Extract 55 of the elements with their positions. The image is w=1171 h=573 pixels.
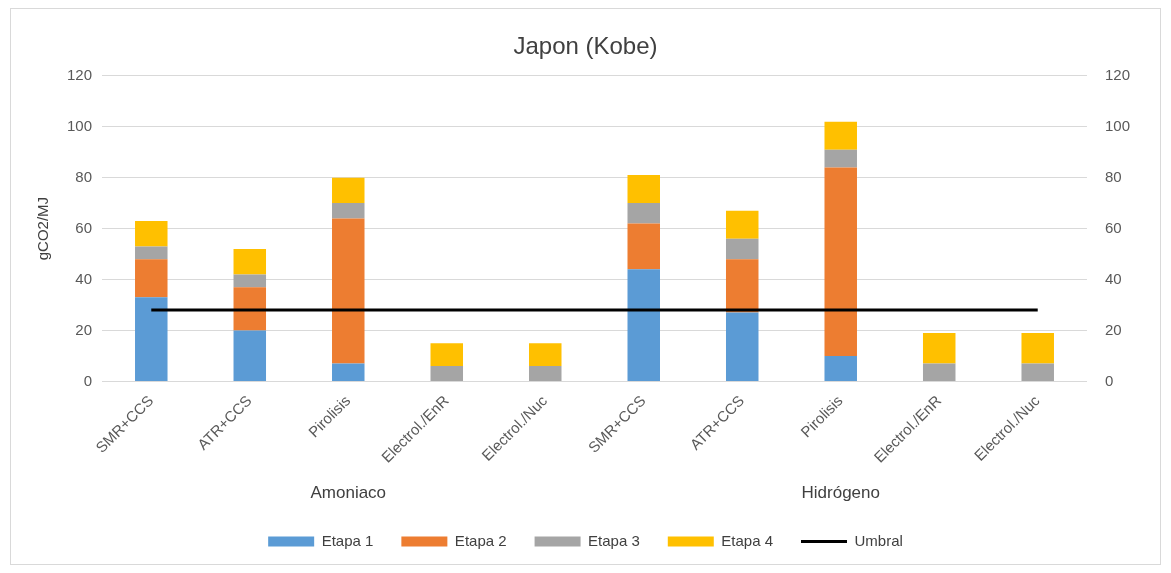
bar [1021, 333, 1054, 364]
bar [824, 355, 857, 381]
bar [135, 220, 168, 247]
bar [332, 363, 365, 381]
bar [233, 287, 267, 331]
bar [725, 259, 759, 313]
bar [233, 274, 267, 288]
y2-tick-label: 100 [1104, 116, 1130, 134]
bar [332, 218, 365, 364]
y2-tick-label: 20 [1104, 320, 1122, 338]
bar [824, 149, 857, 168]
bar [725, 238, 759, 260]
bar [824, 167, 857, 356]
bar [135, 297, 168, 381]
bar [824, 121, 857, 150]
y-axis-title: gCO2/MJ [34, 196, 52, 261]
bar [627, 175, 660, 204]
y-tick-label: 80 [75, 167, 93, 185]
bar [922, 363, 956, 381]
y-tick-label: 100 [67, 116, 93, 134]
y-tick-label: 120 [67, 65, 93, 83]
bar [233, 248, 267, 275]
y-tick-label: 60 [75, 218, 93, 236]
y-tick-label: 0 [83, 371, 93, 389]
bar [922, 333, 956, 364]
legend-label: Etapa 4 [721, 531, 774, 549]
bar [332, 177, 365, 204]
y2-tick-label: 40 [1104, 269, 1122, 287]
legend-label: Umbral [854, 531, 903, 549]
bar [725, 312, 759, 381]
legend-label: Etapa 1 [321, 531, 374, 549]
bar [627, 269, 660, 381]
bar [627, 203, 660, 224]
bar [627, 223, 660, 270]
chart-title: Japon (Kobe) [513, 32, 658, 60]
y-tick-label: 40 [75, 269, 93, 287]
bar [135, 259, 168, 298]
y2-tick-label: 60 [1104, 218, 1122, 236]
bar [430, 366, 464, 381]
y2-tick-label: 0 [1104, 371, 1114, 389]
y2-tick-label: 120 [1104, 65, 1130, 83]
bar [332, 203, 365, 219]
y2-tick-label: 80 [1104, 167, 1122, 185]
bar [135, 246, 168, 260]
bar [529, 343, 562, 367]
bar [725, 210, 759, 239]
bar [233, 330, 267, 381]
text: Amoniaco [310, 483, 387, 503]
legend-label: Etapa 3 [588, 531, 640, 549]
bar [430, 343, 464, 367]
legend-label: Etapa 2 [454, 531, 507, 549]
bar [1021, 363, 1054, 381]
y-tick-label: 20 [75, 320, 93, 338]
text: Hidrógeno [801, 483, 880, 503]
bar [529, 366, 562, 381]
